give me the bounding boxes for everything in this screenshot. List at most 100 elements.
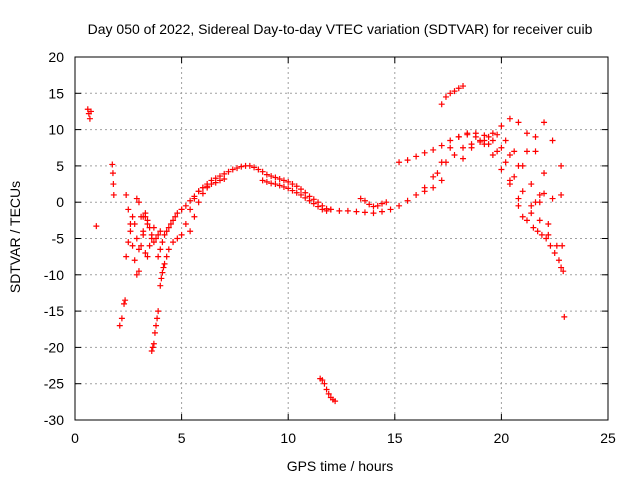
data-point-13-12 bbox=[430, 184, 437, 191]
x-tick-label-4: 20 bbox=[494, 430, 510, 446]
y-tick-label-7: 5 bbox=[56, 158, 64, 174]
data-point-7-0 bbox=[157, 282, 164, 289]
data-point-20-0 bbox=[481, 137, 488, 144]
data-point-5-4 bbox=[153, 322, 160, 329]
data-point-3-6 bbox=[146, 242, 153, 249]
data-point-21-2 bbox=[523, 148, 530, 155]
data-point-11-11 bbox=[306, 197, 313, 204]
data-point-8-4 bbox=[187, 206, 194, 213]
data-point-8-1 bbox=[174, 235, 181, 242]
data-point-6-6 bbox=[167, 220, 174, 227]
series-early-g bbox=[157, 246, 172, 289]
data-point-18-2 bbox=[447, 90, 454, 97]
data-point-11-3 bbox=[272, 181, 279, 188]
data-point-21-4 bbox=[541, 119, 548, 126]
data-point-24-2 bbox=[560, 268, 567, 275]
data-point-20-2 bbox=[498, 122, 505, 129]
data-point-10-11 bbox=[225, 168, 232, 175]
data-point-1-3 bbox=[122, 297, 129, 304]
series-early-e bbox=[148, 308, 162, 355]
data-point-6-4 bbox=[163, 228, 170, 235]
data-point-0-5 bbox=[109, 161, 116, 168]
data-point-20-3 bbox=[506, 115, 513, 122]
data-point-6-3 bbox=[161, 231, 168, 238]
data-point-11-10 bbox=[302, 194, 309, 201]
data-point-18-4 bbox=[455, 85, 462, 92]
x-axis-label: GPS time / hours bbox=[287, 458, 394, 474]
data-point-16-11 bbox=[515, 195, 522, 202]
y-tick-label-0: -30 bbox=[44, 412, 64, 428]
data-point-5-3 bbox=[151, 329, 158, 336]
data-point-4-6 bbox=[153, 235, 160, 242]
data-point-10-4 bbox=[195, 188, 202, 195]
series-evening-c bbox=[434, 138, 552, 238]
data-point-20-8 bbox=[549, 195, 556, 202]
data-point-9-2 bbox=[195, 199, 202, 206]
data-point-17-6 bbox=[485, 141, 492, 148]
data-point-10-20 bbox=[263, 171, 270, 178]
data-point-7-2 bbox=[159, 269, 166, 276]
y-tick-label-8: 10 bbox=[48, 122, 64, 138]
data-point-13-0 bbox=[327, 206, 334, 213]
series-main-day bbox=[178, 162, 334, 213]
data-point-10-16 bbox=[246, 162, 253, 169]
data-point-10-7 bbox=[208, 177, 215, 184]
ticks: 0 5 10 15 20 25 -30 -25 -20 -15 -10 -5 0 5 10 15 20 bbox=[44, 49, 616, 446]
data-point-24-1 bbox=[559, 242, 566, 249]
data-point-11-1 bbox=[263, 178, 270, 185]
data-point-10-29 bbox=[302, 189, 309, 196]
data-point-19-1 bbox=[468, 144, 475, 151]
data-point-15-5 bbox=[438, 142, 445, 149]
y-tick-label-2: -20 bbox=[44, 339, 64, 355]
data-point-10-21 bbox=[268, 173, 275, 180]
data-point-2-1 bbox=[125, 239, 132, 246]
y-tick-label-3: -15 bbox=[44, 303, 64, 319]
data-point-11-14 bbox=[319, 206, 326, 213]
data-point-13-1 bbox=[336, 207, 343, 214]
series-midday-trough bbox=[327, 177, 445, 217]
data-point-11-8 bbox=[293, 189, 300, 196]
data-point-22-6 bbox=[541, 190, 548, 197]
data-point-0-8 bbox=[110, 191, 117, 198]
data-point-11-13 bbox=[315, 203, 322, 210]
data-point-10-14 bbox=[238, 163, 245, 170]
data-point-19-3 bbox=[485, 133, 492, 140]
data-point-1-7 bbox=[129, 242, 136, 249]
data-point-2-3 bbox=[129, 213, 136, 220]
data-point-10-27 bbox=[293, 183, 300, 190]
data-point-3-3 bbox=[140, 231, 147, 238]
data-point-1-0 bbox=[116, 322, 123, 329]
data-point-21-3 bbox=[532, 133, 539, 140]
data-point-12-2 bbox=[321, 380, 328, 387]
data-point-23-0 bbox=[530, 224, 537, 231]
y-axis-label: SDTVAR / TECUs bbox=[7, 181, 23, 293]
data-point-17-0 bbox=[434, 170, 441, 177]
y-tick-label-10: 20 bbox=[48, 49, 64, 65]
data-point-12-4 bbox=[325, 390, 332, 397]
data-point-18-5 bbox=[460, 83, 467, 90]
series-early-h bbox=[170, 183, 211, 246]
data-point-0-4 bbox=[93, 223, 100, 230]
data-point-23-4 bbox=[547, 242, 554, 249]
data-point-10-22 bbox=[272, 174, 279, 181]
x-tick-label-2: 10 bbox=[280, 430, 296, 446]
data-point-7-5 bbox=[163, 253, 170, 260]
data-point-11-15 bbox=[323, 207, 330, 214]
y-tick-label-9: 15 bbox=[48, 85, 64, 101]
data-point-10-12 bbox=[229, 166, 236, 173]
data-point-12-1 bbox=[319, 377, 326, 384]
data-point-24-3 bbox=[561, 313, 568, 320]
series-early-d bbox=[140, 210, 164, 246]
data-point-2-7 bbox=[138, 242, 145, 249]
data-point-16-0 bbox=[421, 184, 428, 191]
data-point-14-3 bbox=[370, 203, 377, 210]
data-point-15-3 bbox=[421, 149, 428, 156]
data-point-10-3 bbox=[191, 193, 198, 200]
y-tick-label-6: 0 bbox=[56, 194, 64, 210]
data-point-23-2 bbox=[538, 231, 545, 238]
data-point-14-2 bbox=[366, 201, 373, 208]
series-evening-a bbox=[396, 130, 513, 166]
data-point-6-9 bbox=[174, 210, 181, 217]
data-point-6-1 bbox=[157, 246, 164, 253]
data-point-10-0 bbox=[178, 206, 185, 213]
